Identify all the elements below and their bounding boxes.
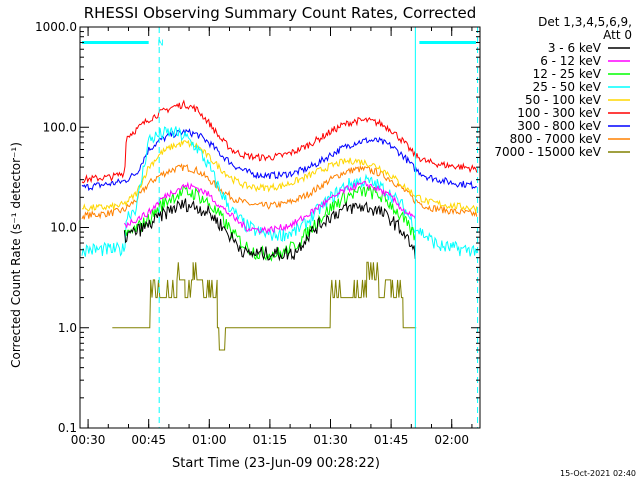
saa-label: N bbox=[158, 39, 164, 48]
series-6-12-kev bbox=[123, 180, 416, 235]
legend-entry-label: 25 - 50 keV bbox=[533, 80, 602, 94]
y-tick-label: 1000.0 bbox=[35, 20, 77, 34]
series-line bbox=[81, 99, 478, 184]
series-line bbox=[123, 198, 416, 262]
x-tick-label: 02:00 bbox=[434, 433, 469, 447]
legend-entry-label: 800 - 7000 keV bbox=[510, 132, 602, 146]
series-800-7000-kev bbox=[81, 163, 478, 220]
series-300-800-kev bbox=[81, 128, 477, 192]
series-line bbox=[112, 261, 417, 351]
y-tick-label: 1.0 bbox=[58, 321, 77, 335]
series-line bbox=[124, 185, 416, 262]
series-25-50-kev bbox=[81, 126, 478, 257]
series-line bbox=[81, 163, 478, 220]
series-50-100-kev bbox=[81, 139, 478, 214]
series-3-6-kev bbox=[123, 198, 416, 262]
y-tick-label: 100.0 bbox=[43, 120, 77, 134]
x-axis-label: Start Time (23-Jun-09 00:28:22) bbox=[172, 456, 380, 471]
legend-entry-label: 50 - 100 keV bbox=[525, 93, 602, 107]
legend-entry-label: 300 - 800 keV bbox=[517, 119, 601, 133]
series-100-300-kev bbox=[81, 99, 478, 184]
series-12-25-kev bbox=[124, 185, 416, 262]
x-tick-label: 01:30 bbox=[313, 433, 348, 447]
x-tick-label: 01:15 bbox=[253, 433, 288, 447]
x-tick-label: 00:30 bbox=[71, 433, 106, 447]
footer-date: 15-Oct-2021 02:40 bbox=[560, 469, 636, 478]
series-line bbox=[123, 180, 416, 235]
legend-entry-label: 100 - 300 keV bbox=[517, 106, 601, 120]
data-layer: N bbox=[79, 27, 479, 428]
series-line bbox=[81, 128, 477, 192]
chart-title: RHESSI Observing Summary Count Rates, Co… bbox=[84, 4, 477, 22]
x-tick-label: 00:45 bbox=[131, 433, 166, 447]
series-line bbox=[81, 139, 478, 214]
y-tick-label: 10.0 bbox=[50, 221, 77, 235]
legend-header-line: Att 0 bbox=[603, 28, 632, 42]
y-axis-label: Corrected Count Rate (s⁻¹ detector⁻¹) bbox=[9, 142, 23, 368]
series-7000-15000-kev bbox=[112, 261, 417, 351]
x-tick-label: 01:00 bbox=[192, 433, 227, 447]
legend-entry-label: 3 - 6 keV bbox=[548, 41, 602, 55]
legend-entry-label: 7000 - 15000 keV bbox=[494, 145, 601, 159]
x-tick-label: 01:45 bbox=[374, 433, 409, 447]
legend-header-line: Det 1,3,4,5,6,9, bbox=[538, 15, 632, 29]
axes-layer: 1000.0 100.0 10.0 1.0 0.100:30 00:45 01:00 01:1… bbox=[35, 20, 481, 447]
series-line bbox=[81, 126, 478, 257]
legend-entry-label: 6 - 12 keV bbox=[540, 54, 602, 68]
y-tick-label: 0.1 bbox=[58, 421, 77, 435]
legend-entry-label: 12 - 25 keV bbox=[533, 67, 602, 81]
